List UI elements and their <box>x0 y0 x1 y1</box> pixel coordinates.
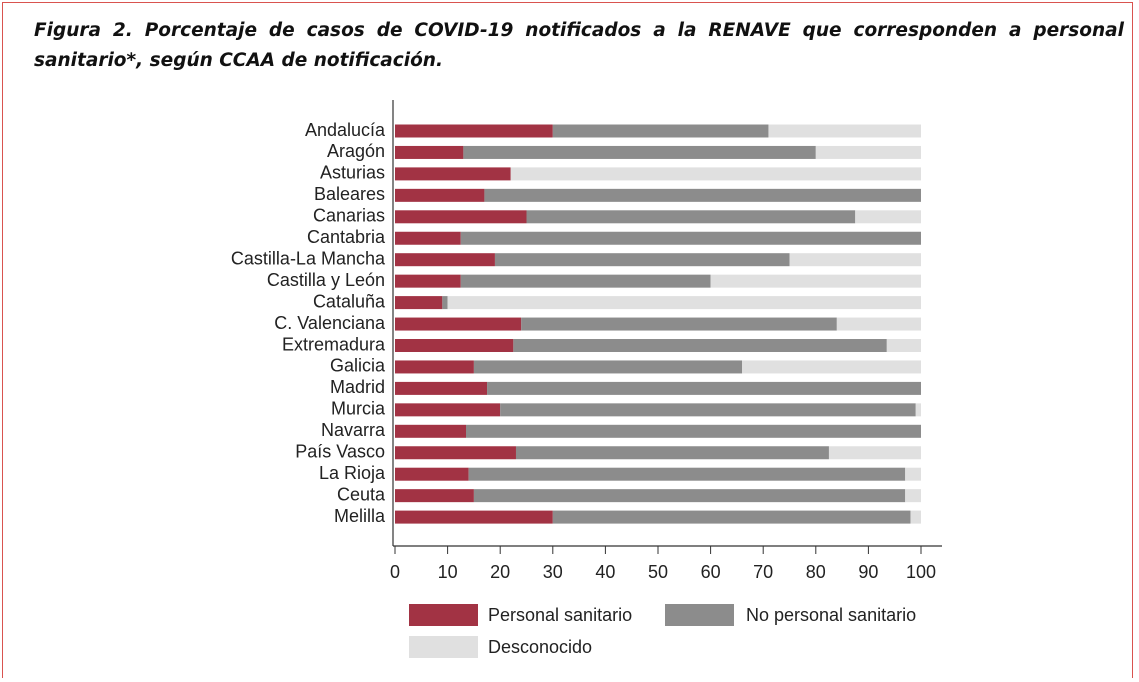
legend-swatch <box>409 636 478 658</box>
bar-segment <box>494 253 790 267</box>
y-tick-label: La Rioja <box>319 463 386 483</box>
bar-segment <box>768 124 921 138</box>
bar-segment <box>905 489 921 503</box>
bar-segment <box>395 424 467 438</box>
bar-segment <box>395 253 495 267</box>
bar-segment <box>395 317 522 331</box>
bar-segment <box>828 446 921 460</box>
bar-segment <box>447 296 921 310</box>
bar-segment <box>395 124 553 138</box>
legend-label: Desconocido <box>488 637 592 657</box>
bar-segment <box>460 231 921 245</box>
bar-segment <box>915 403 921 417</box>
bar-segment <box>500 403 916 417</box>
y-tick-label: Ceuta <box>337 484 386 504</box>
bar-segment <box>395 145 464 159</box>
bar-segment <box>742 360 921 374</box>
bar-segment <box>521 317 837 331</box>
bar-segment <box>395 510 553 524</box>
bar-segment <box>395 381 488 395</box>
y-tick-label: Cantabria <box>307 227 386 247</box>
x-tick-label: 60 <box>701 562 721 582</box>
bar-segment <box>515 446 829 460</box>
bar-segment <box>395 296 443 310</box>
bar-segment <box>484 188 921 202</box>
bar-segment <box>552 124 769 138</box>
x-tick-label: 80 <box>806 562 826 582</box>
x-tick-label: 30 <box>543 562 563 582</box>
bar-segment <box>473 489 906 503</box>
bar-segment <box>510 167 921 181</box>
x-tick-label: 90 <box>858 562 878 582</box>
y-tick-label: Canarias <box>313 206 385 226</box>
x-tick-label: 40 <box>595 562 615 582</box>
y-tick-label: Baleares <box>314 184 385 204</box>
y-tick-label: País Vasco <box>295 442 385 462</box>
bar-segment <box>395 231 461 245</box>
y-tick-label: Melilla <box>334 506 386 526</box>
bar-segment <box>395 210 527 224</box>
x-tick-label: 10 <box>438 562 458 582</box>
legend-swatch <box>409 604 478 626</box>
bar-segment <box>395 274 461 288</box>
bar-segment <box>836 317 921 331</box>
legend-label: Personal sanitario <box>488 605 632 625</box>
y-tick-label: Galicia <box>330 356 386 376</box>
bar-segment <box>395 403 501 417</box>
bar-segment <box>395 489 474 503</box>
bar-segment <box>910 510 921 524</box>
y-tick-label: Navarra <box>321 420 386 440</box>
y-tick-label: Aragón <box>327 141 385 161</box>
bar-segment <box>855 210 921 224</box>
legend-label: No personal sanitario <box>746 605 916 625</box>
bar-segment <box>442 296 448 310</box>
y-tick-label: Castilla-La Mancha <box>231 248 386 268</box>
y-tick-label: Murcia <box>331 399 386 419</box>
y-tick-label: Asturias <box>320 163 385 183</box>
bar-segment <box>487 381 921 395</box>
y-tick-label: Madrid <box>330 377 385 397</box>
y-tick-label: Andalucía <box>305 120 386 140</box>
bar-segment <box>905 467 921 481</box>
bar-segment <box>473 360 743 374</box>
y-tick-label: Extremadura <box>282 334 386 354</box>
bar-segment <box>466 424 921 438</box>
bar-segment <box>710 274 921 288</box>
x-tick-label: 100 <box>906 562 936 582</box>
x-tick-label: 50 <box>648 562 668 582</box>
bar-segment <box>395 446 516 460</box>
x-tick-label: 20 <box>490 562 510 582</box>
bar-segment <box>468 467 906 481</box>
bar-segment <box>395 467 469 481</box>
x-tick-label: 0 <box>390 562 400 582</box>
bar-segment <box>815 145 921 159</box>
bar-segment <box>513 339 887 352</box>
y-tick-label: Castilla y León <box>267 270 385 290</box>
bar-segment <box>395 188 485 202</box>
y-tick-label: C. Valenciana <box>274 313 386 333</box>
chart-title: Figura 2. Porcentaje de casos de COVID-1… <box>34 20 1124 71</box>
bar-segment <box>460 274 711 288</box>
bar-segment <box>552 510 911 524</box>
legend-swatch <box>665 604 734 626</box>
bar-segment <box>526 210 856 224</box>
bar-segment <box>463 145 816 159</box>
x-tick-label: 70 <box>753 562 773 582</box>
bar-segment <box>886 339 921 352</box>
y-tick-label: Cataluña <box>313 291 386 311</box>
bar-segment <box>395 339 514 352</box>
bar-segment <box>395 360 474 374</box>
bar-segment <box>789 253 921 267</box>
bar-segment <box>395 167 511 181</box>
